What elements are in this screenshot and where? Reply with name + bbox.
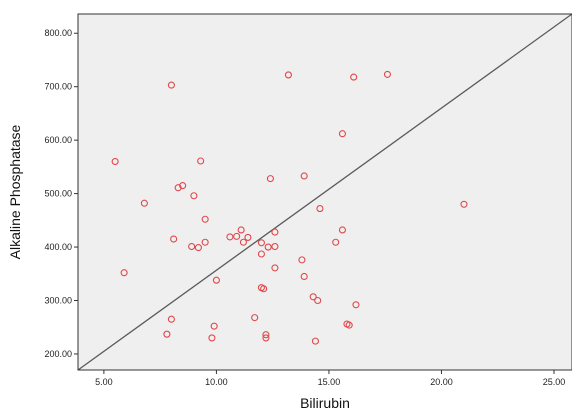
data-point <box>244 233 252 241</box>
data-point <box>257 250 265 258</box>
x-tick-label: 20.00 <box>430 377 453 387</box>
data-point <box>271 264 279 272</box>
y-tick-label: 200.00 <box>44 349 72 359</box>
data-point <box>170 235 178 243</box>
data-point <box>262 334 270 342</box>
data-point <box>239 238 247 246</box>
data-point <box>257 239 265 247</box>
data-point <box>262 331 270 339</box>
data-point <box>460 200 468 208</box>
data-point <box>383 70 392 78</box>
data-point <box>194 244 202 252</box>
data-point <box>311 337 319 345</box>
y-tick-label: 800.00 <box>44 28 72 38</box>
x-tick-label: 10.00 <box>205 377 228 387</box>
y-axis: 200.00 300.00 400.00 500.00 600.00 700.00 800.… <box>44 14 79 370</box>
data-point <box>298 256 306 264</box>
x-axis-title: Bilirubin <box>300 395 350 411</box>
data-point <box>300 272 308 281</box>
data-point <box>271 242 279 251</box>
y-tick-label: 400.00 <box>44 242 72 252</box>
data-point <box>188 242 196 251</box>
data-point <box>345 321 353 329</box>
data-point <box>338 226 346 234</box>
data-point <box>316 205 324 213</box>
data-point <box>208 334 216 342</box>
y-tick-label: 300.00 <box>44 296 72 306</box>
y-axis-title: Alkaline Phosphatase <box>7 124 23 259</box>
data-point <box>226 233 234 241</box>
y-tick-label: 600.00 <box>44 135 72 145</box>
data-points <box>111 70 468 345</box>
data-point <box>167 81 175 89</box>
data-point <box>201 238 209 246</box>
data-point <box>190 192 198 200</box>
data-point <box>309 293 317 301</box>
data-point <box>237 226 245 234</box>
data-point <box>197 157 205 165</box>
x-tick-label: 5.00 <box>95 377 113 387</box>
data-point <box>210 322 218 330</box>
x-axis: 5.00 10.00 15.00 20.00 25.00 <box>78 369 572 387</box>
data-point <box>212 276 220 284</box>
data-point <box>284 71 292 79</box>
data-point <box>167 315 175 323</box>
data-point <box>251 314 259 322</box>
data-point <box>314 296 322 305</box>
data-point <box>350 73 358 81</box>
data-point <box>163 330 171 338</box>
data-point <box>260 285 268 293</box>
data-point <box>140 199 148 207</box>
y-tick-label: 500.00 <box>44 189 72 199</box>
data-point <box>201 215 209 223</box>
data-point <box>271 228 279 236</box>
data-point <box>264 243 272 251</box>
data-point <box>111 157 119 166</box>
x-tick-label: 25.00 <box>543 377 566 387</box>
data-point <box>352 301 360 309</box>
data-point <box>338 130 346 138</box>
data-point <box>120 269 128 277</box>
data-point <box>332 238 340 246</box>
data-point <box>300 172 308 180</box>
data-point <box>179 182 187 190</box>
data-point <box>233 232 241 240</box>
fit-line <box>77 13 572 371</box>
y-tick-label: 700.00 <box>44 82 72 92</box>
data-point <box>266 175 274 183</box>
x-tick-label: 15.00 <box>318 377 341 387</box>
